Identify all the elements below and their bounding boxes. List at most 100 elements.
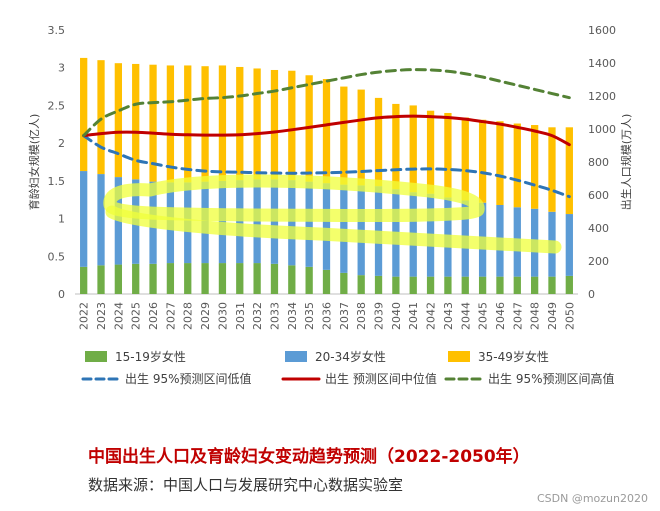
x-tick-label: 2044 [459, 302, 472, 330]
legend-label: 出生 95%预测区间高值 [488, 371, 615, 386]
bar-segment-15-19 [253, 263, 261, 294]
legend-swatch [285, 351, 307, 362]
x-tick-label: 2031 [234, 302, 247, 330]
x-tick-label: 2043 [442, 302, 455, 330]
x-tick-label: 2030 [216, 302, 229, 330]
y-left-tick-label: 0.5 [48, 250, 66, 263]
bar-segment-35-49 [478, 119, 487, 203]
bar-segment-15-19 [236, 263, 244, 294]
bar-segment-15-19 [496, 276, 504, 294]
bar-segment-15-19 [166, 263, 175, 294]
legend-label: 20-34岁女性 [315, 349, 386, 364]
y-left-tick-label: 0 [58, 288, 65, 301]
bar-segment-15-19 [565, 275, 573, 294]
x-tick-label: 2037 [338, 302, 351, 330]
y-left-tick-label: 2 [58, 137, 65, 150]
bar-segment-20-34 [305, 181, 313, 267]
bar-segment-15-19 [548, 276, 556, 294]
y-right-tick-label: 800 [588, 156, 609, 169]
x-tick-label: 2048 [529, 302, 542, 330]
legend-label: 出生 预测区间中位值 [325, 371, 437, 386]
bar-segment-35-49 [166, 65, 175, 183]
bar-segment-15-19 [426, 276, 435, 294]
x-tick-label: 2032 [251, 302, 264, 330]
y-right-tick-label: 1200 [588, 90, 616, 103]
bar-segment-35-49 [184, 65, 192, 183]
bar-segment-15-19 [132, 263, 140, 294]
bar-segment-20-34 [288, 180, 296, 266]
x-tick-label: 2050 [563, 302, 576, 330]
bar-segment-15-19 [530, 276, 539, 294]
bar-segment-35-49 [288, 70, 296, 181]
x-tick-label: 2042 [425, 302, 438, 330]
bar-segment-35-49 [530, 125, 539, 209]
x-tick-label: 2041 [407, 302, 420, 330]
x-tick-label: 2025 [130, 302, 143, 330]
bar-segment-35-49 [444, 112, 452, 198]
birth-high-line [82, 68, 571, 138]
bar-segment-20-34 [218, 180, 227, 264]
x-tick-label: 2028 [182, 302, 195, 330]
y-right-axis-title: 出生人口规模(万人) [619, 114, 633, 211]
y-left-tick-label: 3.5 [48, 24, 66, 37]
x-tick-label: 2033 [268, 302, 281, 330]
bar-segment-35-49 [322, 79, 331, 184]
bar-segment-35-49 [357, 89, 365, 186]
y-left-axis-title: 育龄妇女规模(亿人) [27, 114, 41, 211]
y-right-tick-label: 1000 [588, 123, 616, 136]
bar-segment-15-19 [513, 276, 521, 294]
bar-segment-35-49 [114, 63, 123, 178]
bar-segment-35-49 [392, 103, 400, 190]
bar-segment-35-49 [97, 60, 105, 175]
bar-segment-15-19 [392, 276, 400, 294]
x-tick-label: 2036 [321, 302, 334, 330]
x-tick-label: 2047 [511, 302, 524, 330]
birth-low-line [82, 134, 571, 199]
bar-segment-35-49 [236, 66, 244, 181]
x-tick-label: 2045 [477, 302, 490, 330]
legend-label: 15-19岁女性 [115, 349, 186, 364]
bar-segment-20-34 [80, 171, 88, 267]
bar-segment-35-49 [80, 57, 88, 172]
chart-source: 数据来源：中国人口与发展研究中心数据实验室 [88, 476, 404, 494]
x-tick-label: 2034 [286, 302, 299, 330]
y-right-tick-label: 1400 [588, 57, 616, 70]
y-left-tick-label: 1 [58, 213, 65, 226]
x-tick-label: 2049 [546, 302, 559, 330]
bar-segment-15-19 [80, 266, 88, 294]
x-tick-label: 2029 [199, 302, 212, 330]
bar-segment-35-49 [253, 68, 261, 180]
bar-segment-35-49 [461, 117, 469, 201]
x-tick-label: 2040 [390, 302, 403, 330]
bar-segment-15-19 [357, 275, 365, 294]
y-right-tick-label: 1600 [588, 24, 616, 37]
y-left-tick-label: 2.5 [48, 99, 66, 112]
bar-segment-20-34 [270, 179, 279, 264]
bar-segment-15-19 [97, 265, 105, 294]
bar-segment-15-19 [288, 265, 296, 294]
bar-segment-15-19 [218, 263, 227, 294]
bar-segment-20-34 [340, 184, 348, 273]
bar-segment-35-49 [426, 110, 435, 194]
bar-segment-35-49 [409, 105, 417, 193]
bar-segment-15-19 [270, 263, 279, 294]
x-tick-label: 2022 [78, 302, 91, 330]
bar-segment-35-49 [270, 69, 279, 180]
bar-segment-15-19 [444, 276, 452, 294]
bar-segment-35-49 [374, 97, 383, 187]
bar-segment-15-19 [340, 272, 348, 294]
bar-segment-15-19 [374, 275, 383, 294]
birth-median-line [82, 114, 571, 147]
bar-segment-35-49 [496, 121, 504, 205]
bar-segment-15-19 [478, 276, 487, 294]
x-tick-label: 2027 [164, 302, 177, 330]
bar-segment-35-49 [218, 65, 227, 181]
y-right-tick-label: 0 [588, 288, 595, 301]
chart-title: 中国出生人口及育龄妇女变动趋势预测（2022-2050年） [88, 447, 530, 467]
y-right-tick-label: 200 [588, 255, 609, 268]
bar-segment-35-49 [548, 127, 556, 212]
bar-segment-15-19 [409, 276, 417, 294]
bar-segment-35-49 [201, 66, 209, 182]
watermark: CSDN @mozun2020 [536, 492, 648, 505]
bar-segment-35-49 [340, 86, 348, 185]
